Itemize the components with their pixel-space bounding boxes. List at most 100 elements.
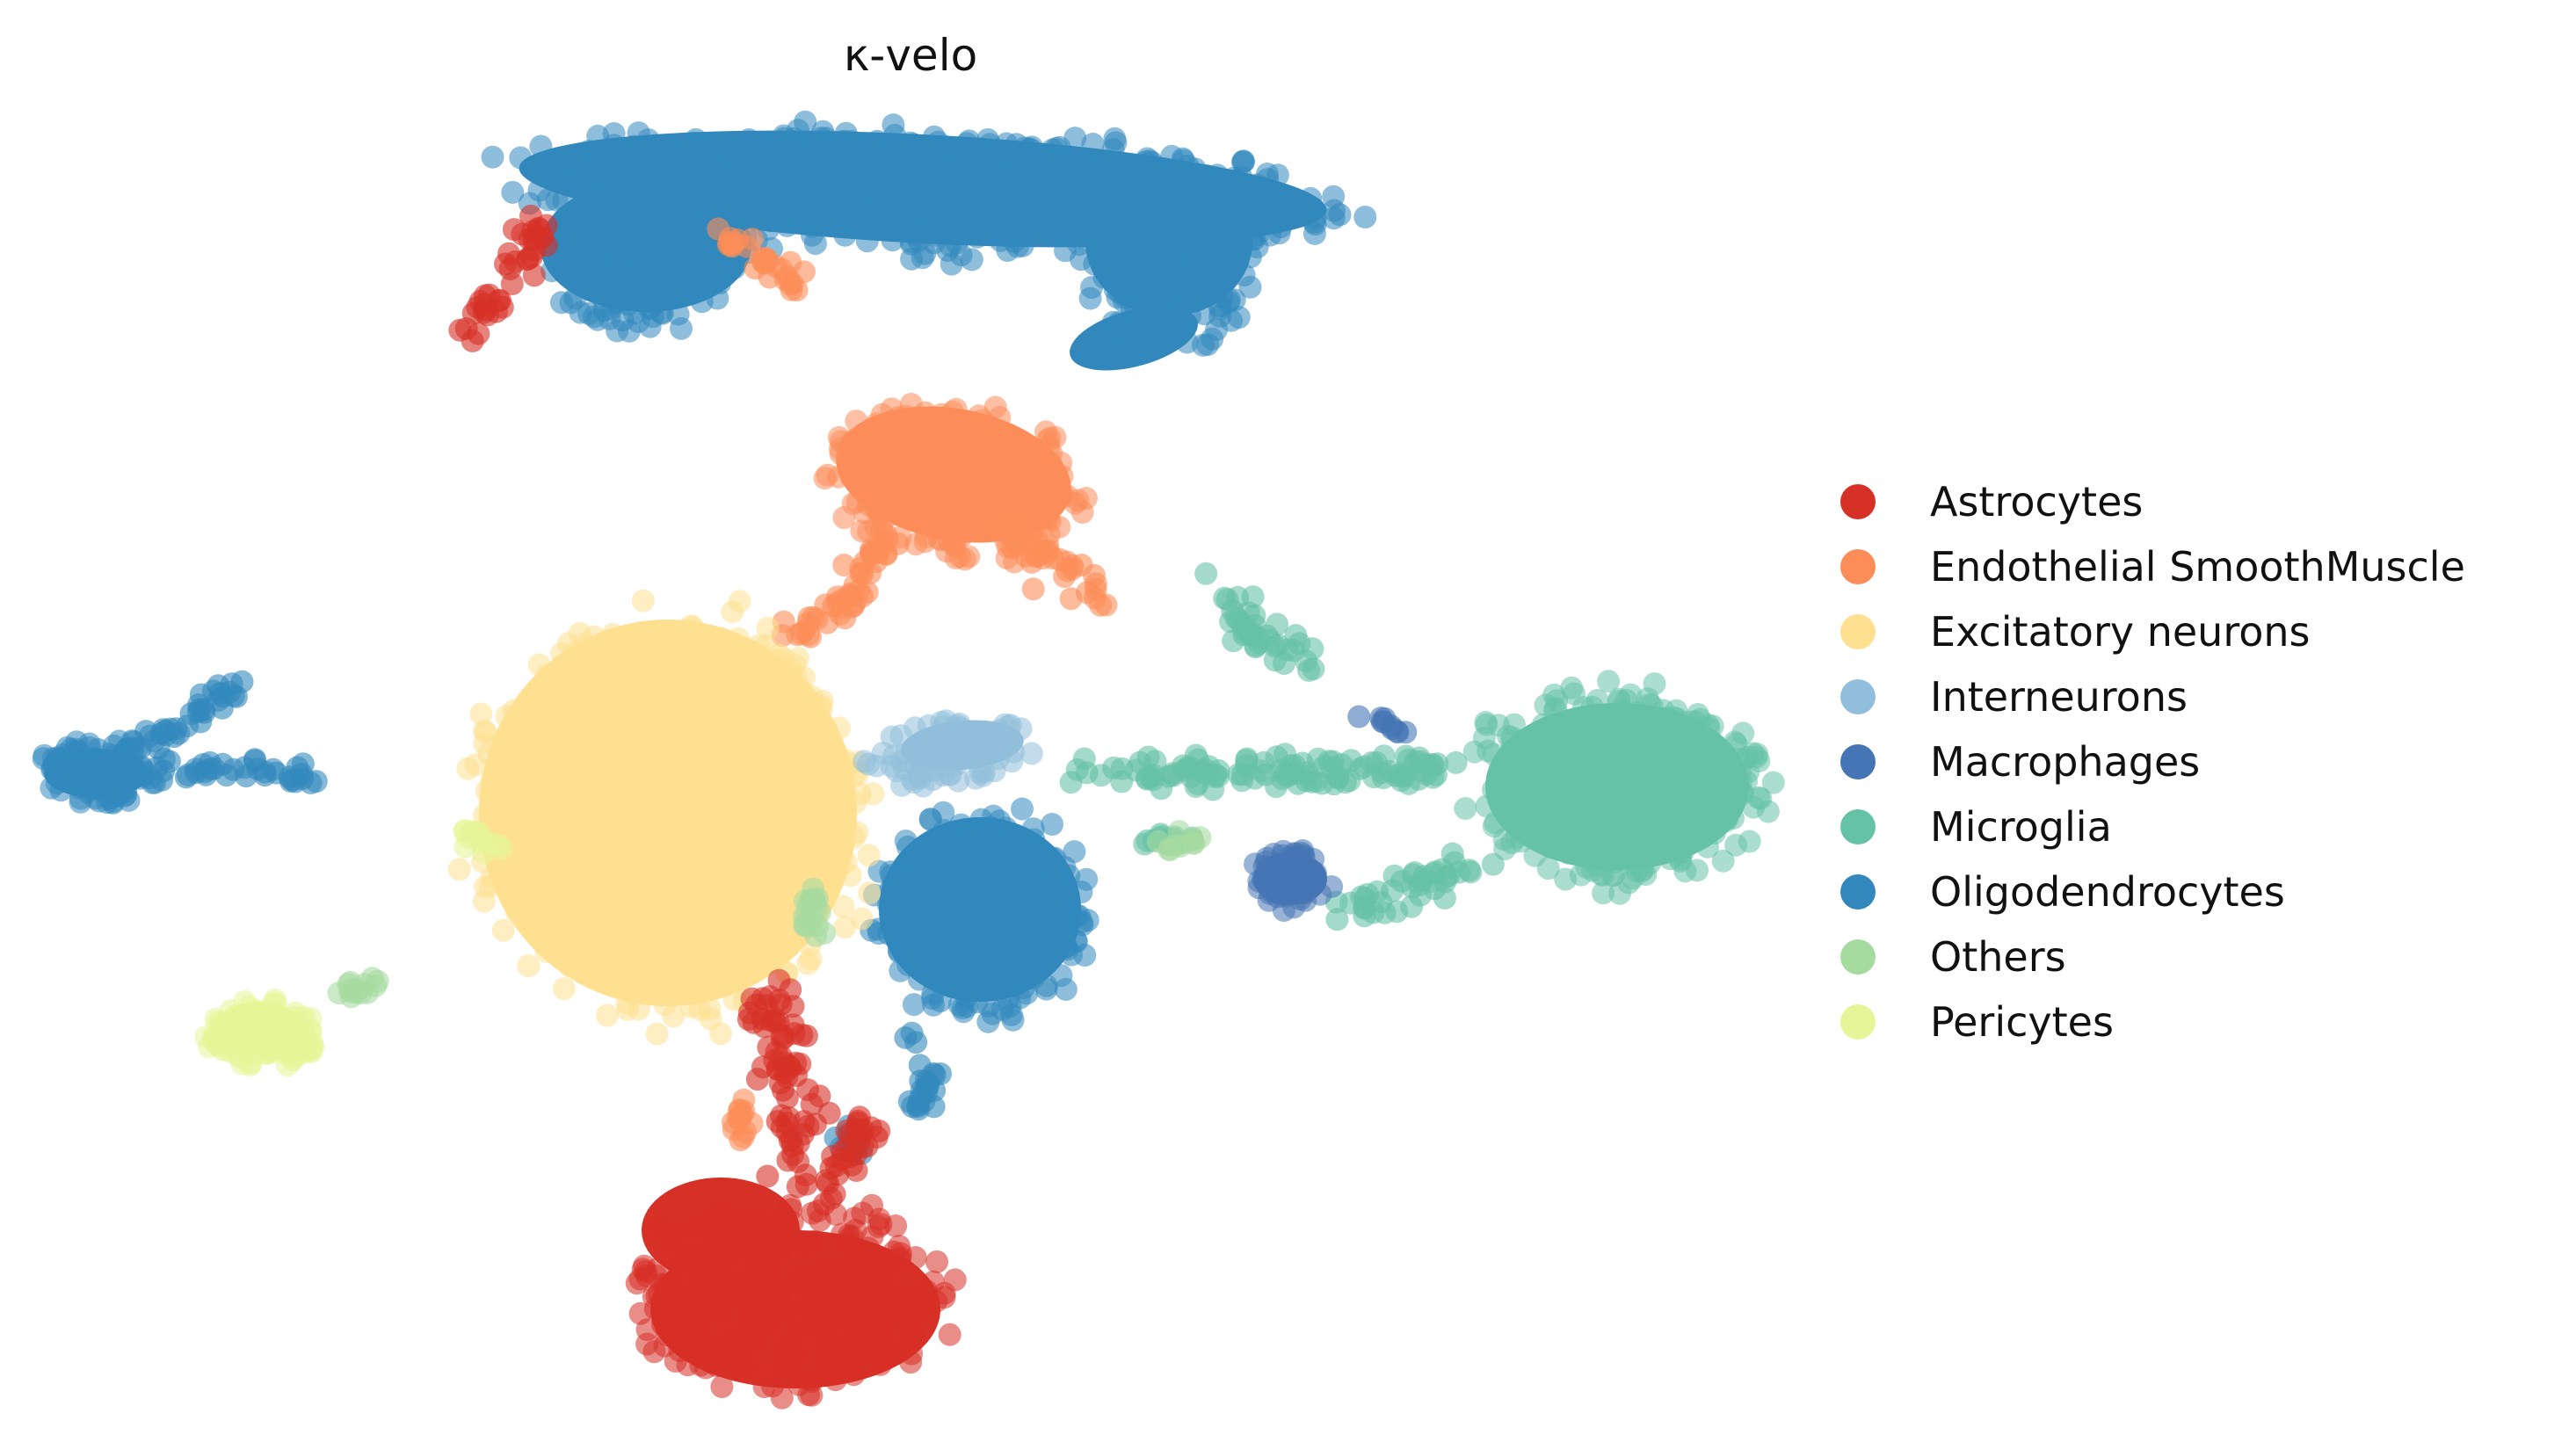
cluster-microglia: [1059, 562, 1785, 931]
data-point: [1255, 163, 1279, 185]
data-point: [996, 906, 1020, 930]
data-point: [541, 939, 564, 962]
data-point: [706, 808, 729, 831]
data-point: [979, 963, 1003, 986]
data-point: [1575, 856, 1599, 880]
data-point: [766, 880, 789, 903]
data-point: [974, 844, 998, 867]
data-point: [552, 977, 576, 1001]
data-point: [1574, 750, 1598, 773]
data-point: [1189, 204, 1212, 228]
data-point: [862, 1245, 886, 1269]
data-point: [584, 818, 607, 842]
data-point: [955, 136, 979, 160]
data-point: [1502, 713, 1526, 736]
data-point: [916, 159, 940, 182]
data-point: [692, 132, 715, 156]
data-point: [858, 165, 882, 189]
data-point: [1205, 318, 1229, 341]
data-point: [517, 247, 540, 271]
data-point: [1094, 252, 1118, 276]
data-point: [994, 209, 1018, 233]
data-point: [1059, 902, 1083, 925]
data-point: [1426, 752, 1449, 776]
data-point: [767, 643, 790, 667]
data-point: [70, 755, 94, 779]
data-point: [1643, 672, 1666, 696]
data-point: [265, 993, 287, 1017]
data-point: [1738, 830, 1761, 853]
legend-marker: [1840, 484, 1876, 519]
data-point: [662, 638, 686, 662]
data-point: [1110, 757, 1134, 780]
data-point: [490, 763, 513, 786]
data-point: [849, 1303, 872, 1327]
data-point: [1025, 526, 1049, 550]
data-point: [870, 402, 894, 426]
data-point: [588, 273, 612, 297]
data-point: [1206, 765, 1230, 788]
data-point: [627, 997, 650, 1021]
data-point: [510, 744, 533, 768]
data-point: [756, 1164, 780, 1188]
data-point: [552, 155, 576, 178]
data-point: [1602, 863, 1626, 887]
legend-item: Endothelial SmoothMuscle: [1840, 534, 2465, 599]
data-point: [570, 144, 594, 168]
data-point: [1035, 429, 1059, 452]
data-point: [949, 813, 973, 837]
data-point: [766, 1110, 789, 1134]
data-point: [477, 831, 501, 855]
data-point: [447, 858, 471, 881]
data-point: [1124, 296, 1148, 320]
data-point: [889, 430, 913, 453]
data-point: [1014, 922, 1038, 946]
legend-label: Endothelial SmoothMuscle: [1930, 543, 2465, 591]
data-point: [1581, 805, 1604, 829]
data-point: [779, 1193, 802, 1217]
data-point: [739, 178, 762, 201]
data-point: [619, 886, 642, 910]
data-point: [531, 828, 555, 852]
data-point: [1081, 133, 1105, 156]
data-point: [540, 680, 563, 704]
data-point: [1101, 138, 1125, 162]
data-point: [1510, 771, 1534, 794]
data-point: [1658, 791, 1682, 815]
cluster-pericytes: [194, 819, 513, 1077]
data-point: [694, 759, 718, 783]
data-point: [881, 228, 904, 252]
data-point: [1492, 828, 1516, 852]
data-point: [721, 600, 744, 624]
legend-label: Macrophages: [1930, 738, 2201, 786]
data-point: [1056, 149, 1078, 173]
data-point: [752, 246, 776, 270]
data-point: [722, 988, 746, 1011]
data-point: [606, 319, 629, 343]
data-point: [843, 1244, 867, 1268]
data-point: [662, 1004, 686, 1028]
data-point: [243, 749, 266, 772]
cluster-astrocytes: [448, 204, 967, 1410]
data-point: [1642, 843, 1665, 866]
data-point: [588, 873, 612, 896]
data-point: [602, 801, 626, 824]
data-point: [678, 1217, 701, 1241]
data-point: [1235, 621, 1259, 645]
data-point: [693, 1356, 717, 1380]
data-point: [766, 903, 790, 927]
data-point: [870, 535, 894, 559]
data-point: [971, 510, 995, 533]
data-point: [154, 719, 178, 743]
data-point: [690, 968, 714, 992]
data-point: [715, 1329, 739, 1352]
data-point: [1108, 281, 1132, 305]
data-point: [758, 265, 781, 289]
data-point: [1662, 825, 1686, 849]
data-point: [793, 260, 816, 284]
cluster-excitatory-neurons: [447, 589, 885, 1046]
data-point: [1254, 851, 1278, 873]
data-point: [761, 1374, 785, 1398]
data-point: [1621, 852, 1644, 875]
data-point: [1080, 276, 1103, 300]
